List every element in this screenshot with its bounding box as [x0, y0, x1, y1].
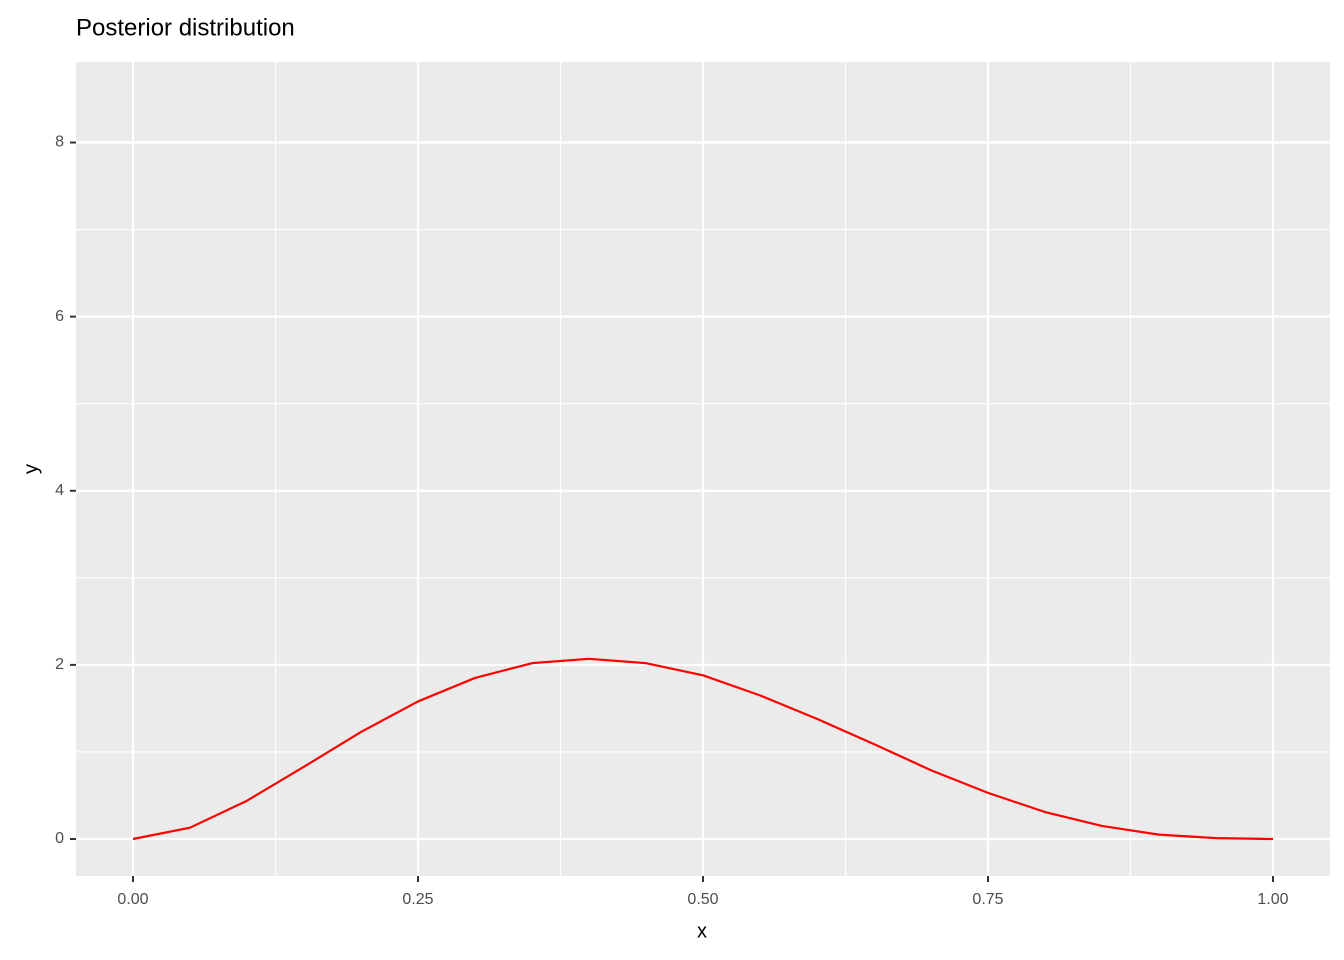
x-tick-label: 0.50	[687, 891, 718, 908]
x-tick-label: 0.00	[117, 891, 148, 908]
y-tick-label: 8	[55, 134, 64, 151]
y-tick-label: 0	[55, 830, 64, 847]
x-tick-label: 0.75	[972, 891, 1003, 908]
y-tick-label: 6	[55, 308, 64, 325]
line	[132, 657, 1274, 841]
x-axis-label: x	[697, 920, 707, 942]
y-tick-label: 4	[55, 482, 64, 499]
chart-title: Posterior distribution	[76, 14, 295, 41]
x-tick-label: 1.00	[1257, 891, 1288, 908]
x-tick-label: 0.25	[402, 891, 433, 908]
y-axis-label: y	[20, 464, 42, 474]
y-tick-label: 2	[55, 656, 64, 673]
